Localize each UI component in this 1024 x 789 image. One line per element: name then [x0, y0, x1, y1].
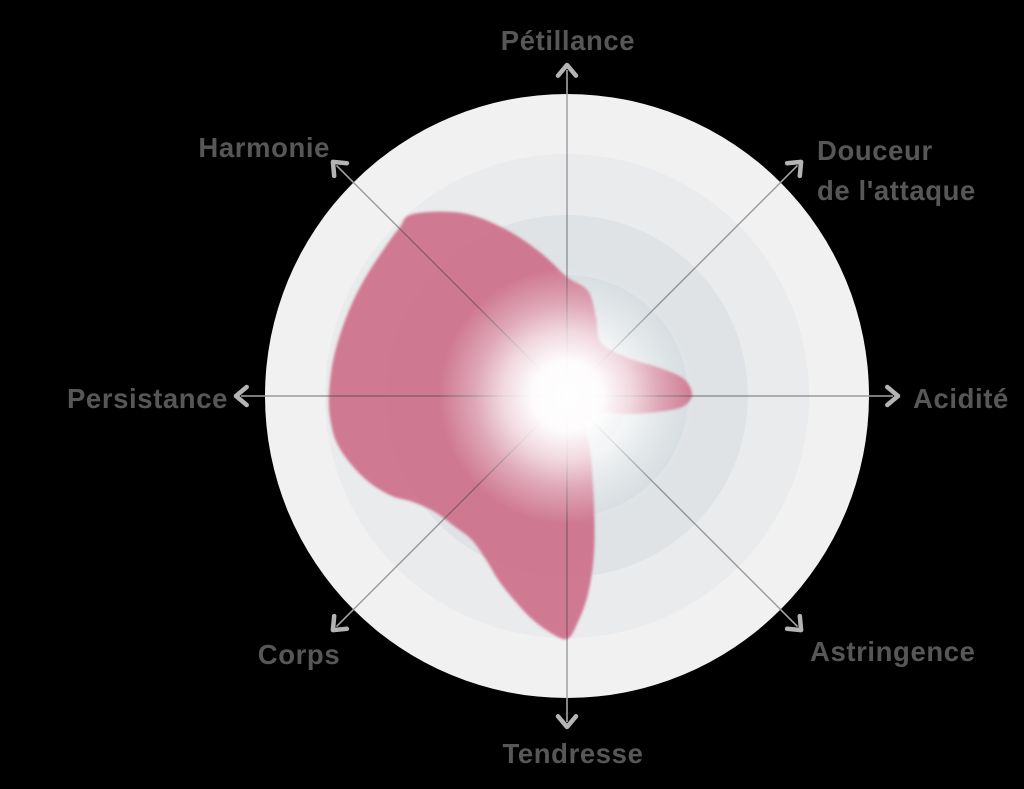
axis-label-harmonie: Harmonie [198, 132, 330, 163]
axis-label-line-harmonie-1: Harmonie [198, 132, 330, 163]
axis-label-corps: Corps [258, 639, 340, 670]
axis-arrowhead-petillance [555, 62, 579, 78]
axis-arrows [233, 62, 901, 730]
axis-label-line-douceur-2: de l'attaque [817, 175, 976, 206]
axis-arrowhead-douceur [784, 159, 804, 179]
axis-label-persistance: Persistance [67, 383, 228, 414]
axis-label-astringence: Astringence [810, 636, 976, 667]
axis-label-line-astringence-1: Astringence [810, 636, 976, 667]
center-glow-layer [439, 268, 695, 524]
axis-label-tendresse: Tendresse [503, 738, 644, 769]
axis-arrowhead-acidite [885, 384, 901, 408]
axis-label-line-acidite-1: Acidité [913, 383, 1009, 414]
axis-arrow-stub-harmonie [335, 164, 355, 184]
axis-arrowhead-corps [330, 613, 350, 633]
axis-label-line-petillance-1: Pétillance [501, 25, 635, 56]
axis-label-line-douceur-1: Douceur [817, 135, 933, 166]
axis-label-acidite: Acidité [913, 383, 1009, 414]
axis-label-line-corps-1: Corps [258, 639, 340, 670]
center-glow [439, 268, 695, 524]
axis-label-petillance: Pétillance [501, 25, 635, 56]
axis-arrowhead-tendresse [555, 714, 579, 730]
axis-arrowhead-persistance [233, 384, 249, 408]
axis-label-line-tendresse-1: Tendresse [503, 738, 644, 769]
axis-arrow-stub-douceur [779, 164, 799, 184]
axis-label-line-persistance-1: Persistance [67, 383, 228, 414]
axis-labels: Pétillance Douceur de l'attaque Acidité Astr… [67, 25, 1009, 769]
axis-arrow-stub-astringence [779, 608, 799, 628]
axis-arrow-stub-corps [335, 608, 355, 628]
axis-arrowhead-harmonie [330, 159, 350, 179]
axis-label-douceur: Douceur de l'attaque [817, 135, 976, 206]
axis-arrowhead-astringence [784, 613, 804, 633]
